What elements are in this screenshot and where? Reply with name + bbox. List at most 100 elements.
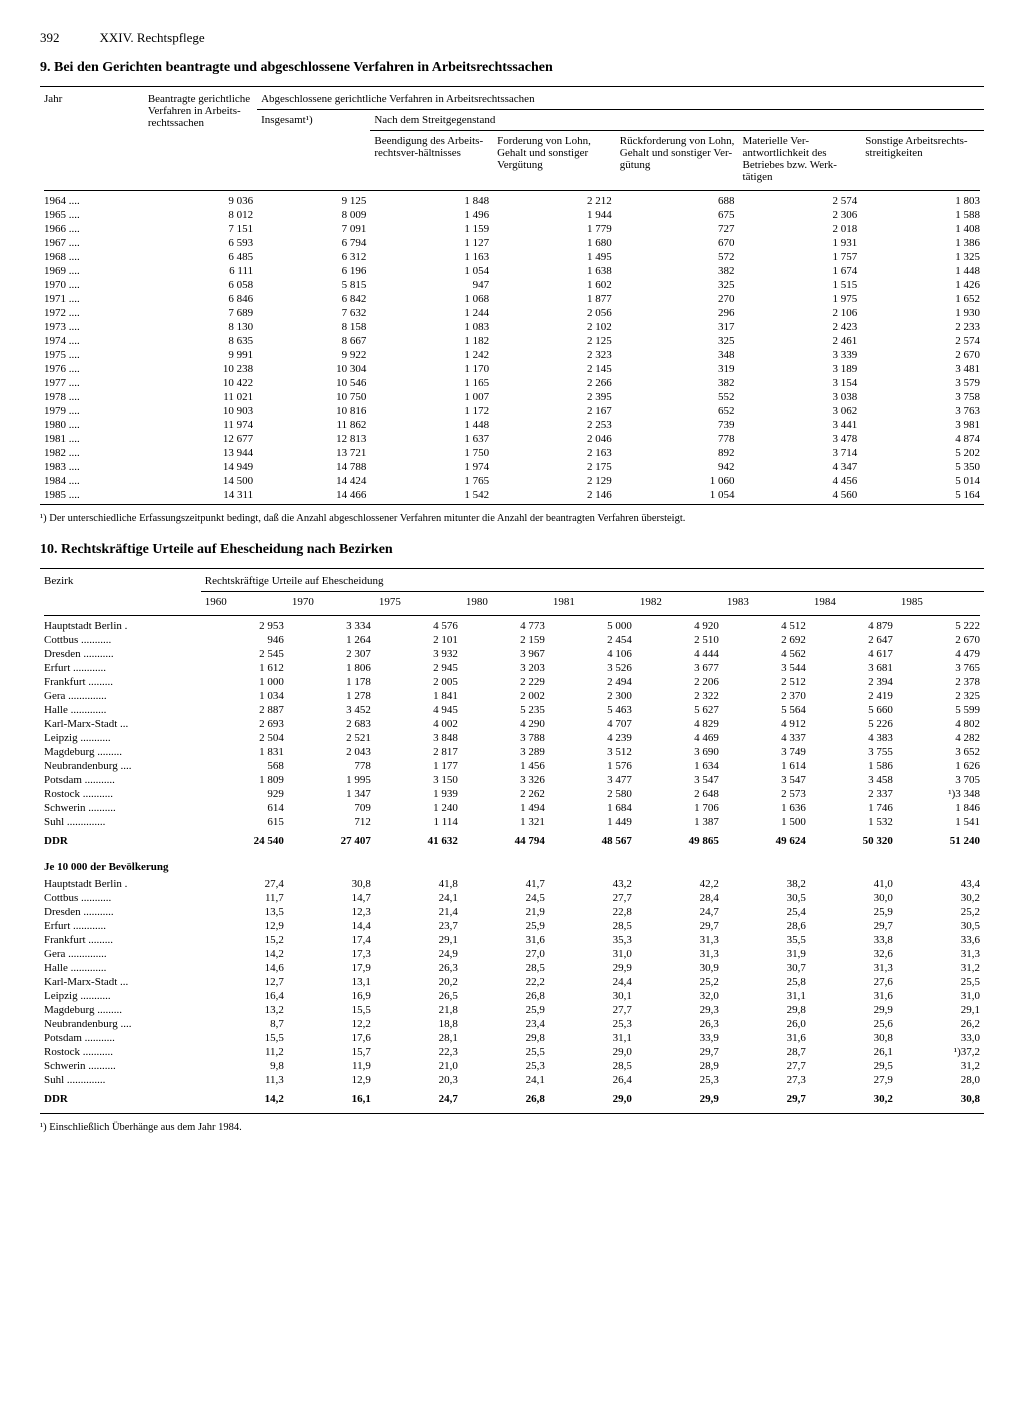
cell: 3 481	[861, 362, 984, 376]
cell: 2 229	[462, 675, 549, 689]
cell: 4 874	[861, 432, 984, 446]
cell: 3 289	[462, 745, 549, 759]
cell: 1 846	[897, 801, 984, 815]
cell: 4 444	[636, 647, 723, 661]
cell: 11,9	[288, 1059, 375, 1073]
table-row: 1973 ....8 1308 1581 0832 1023172 4232 2…	[40, 320, 984, 334]
table-row: 1979 ....10 90310 8161 1722 1676523 0623…	[40, 404, 984, 418]
year-cell: 1982 ....	[40, 446, 144, 460]
cell: 31,6	[723, 1031, 810, 1045]
bezirk-cell: Gera ..............	[40, 947, 201, 961]
cell: 22,2	[462, 975, 549, 989]
bezirk-cell: Leipzig ...........	[40, 731, 201, 745]
cell: 21,4	[375, 905, 462, 919]
table-row: 1976 ....10 23810 3041 1702 1453193 1893…	[40, 362, 984, 376]
cell: 1 244	[370, 306, 493, 320]
year-cell: 1978 ....	[40, 390, 144, 404]
bezirk-cell: Gera ..............	[40, 689, 201, 703]
year-cell: 1984 ....	[40, 474, 144, 488]
cell: 1 386	[861, 236, 984, 250]
cell: 1 532	[810, 815, 897, 829]
cell: 317	[616, 320, 739, 334]
table-row: Schwerin ..........6147091 2401 4941 684…	[40, 801, 984, 815]
cell: 3 334	[288, 619, 375, 633]
cell: 2 159	[462, 633, 549, 647]
cell: 2 574	[861, 334, 984, 348]
table-row: 1966 ....7 1517 0911 1591 7797272 0181 4…	[40, 222, 984, 236]
cell: 1 007	[370, 390, 493, 404]
cell: 2 253	[493, 418, 616, 432]
table-row: Cottbus ...........9461 2642 1012 1592 4…	[40, 633, 984, 647]
cell: 4 802	[897, 717, 984, 731]
cell: 3 062	[739, 404, 862, 418]
cell: 5 599	[897, 703, 984, 717]
cell: 31,1	[549, 1031, 636, 1045]
table-row: Hauptstadt Berlin .2 9533 3344 5764 7735…	[40, 619, 984, 633]
cell: 29,7	[723, 1087, 810, 1111]
cell: 3 652	[897, 745, 984, 759]
cell: 6 485	[144, 250, 257, 264]
cell: 20,2	[375, 975, 462, 989]
table-row: Halle .............14,617,926,328,529,93…	[40, 961, 984, 975]
cell: 6 111	[144, 264, 257, 278]
bezirk-cell: Halle .............	[40, 703, 201, 717]
cell: 3 547	[723, 773, 810, 787]
cell: 2 423	[739, 320, 862, 334]
table-row: Suhl ..............11,312,920,324,126,42…	[40, 1073, 984, 1087]
cell: 31,6	[462, 933, 549, 947]
cell: 778	[616, 432, 739, 446]
cell: 4 945	[375, 703, 462, 717]
cell: 25,3	[462, 1059, 549, 1073]
cell: 3 677	[636, 661, 723, 675]
th-year: 1975	[375, 592, 462, 613]
cell: 2 817	[375, 745, 462, 759]
table-row: Dresden ...........13,512,321,421,922,82…	[40, 905, 984, 919]
th-year: 1980	[462, 592, 549, 613]
cell: 26,3	[375, 961, 462, 975]
cell: 1 779	[493, 222, 616, 236]
table-row: 1969 ....6 1116 1961 0541 6383821 6741 4…	[40, 264, 984, 278]
cell: 1 127	[370, 236, 493, 250]
cell: 25,9	[462, 919, 549, 933]
table-row: 1972 ....7 6897 6321 2442 0562962 1061 9…	[40, 306, 984, 320]
cell: 675	[616, 208, 739, 222]
th-c3: Rückforderung von Lohn, Gehalt und sonst…	[616, 131, 739, 188]
cell: 5 226	[810, 717, 897, 731]
cell: 8 130	[144, 320, 257, 334]
bezirk-cell: Frankfurt .........	[40, 675, 201, 689]
cell: 2 175	[493, 460, 616, 474]
cell: 28,9	[636, 1059, 723, 1073]
cell: 4 617	[810, 647, 897, 661]
cell: 1 448	[861, 264, 984, 278]
cell: 31,1	[723, 989, 810, 1003]
cell: 8 635	[144, 334, 257, 348]
cell: 3 478	[739, 432, 862, 446]
cell: 25,6	[810, 1017, 897, 1031]
cell: 1 448	[370, 418, 493, 432]
bezirk-cell: Hauptstadt Berlin .	[40, 619, 201, 633]
bezirk-cell: Suhl ..............	[40, 1073, 201, 1087]
cell: 1 831	[201, 745, 288, 759]
table-row: Hauptstadt Berlin .27,430,841,841,743,24…	[40, 877, 984, 891]
cell: 5 164	[861, 488, 984, 502]
cell: 2 510	[636, 633, 723, 647]
cell: 670	[616, 236, 739, 250]
cell: 30,1	[549, 989, 636, 1003]
cell: 15,5	[288, 1003, 375, 1017]
cell: 3 477	[549, 773, 636, 787]
cell: 23,7	[375, 919, 462, 933]
cell: 8 158	[257, 320, 370, 334]
cell: 30,7	[723, 961, 810, 975]
cell: 11,2	[201, 1045, 288, 1059]
cell: 1 456	[462, 759, 549, 773]
cell: 1 163	[370, 250, 493, 264]
bezirk-cell: Rostock ...........	[40, 1045, 201, 1059]
th-year: 1981	[549, 592, 636, 613]
cell: 2 300	[549, 689, 636, 703]
cell: 12,7	[201, 975, 288, 989]
cell: 1 496	[370, 208, 493, 222]
cell: 35,5	[723, 933, 810, 947]
cell: 4 773	[462, 619, 549, 633]
cell: 20,3	[375, 1073, 462, 1087]
cell: 2 545	[201, 647, 288, 661]
